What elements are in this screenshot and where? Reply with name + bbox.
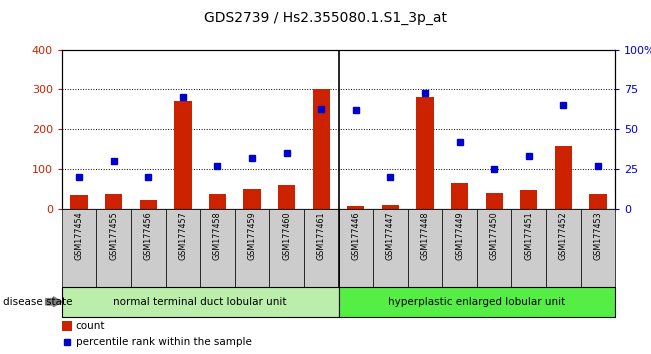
Bar	[278, 185, 296, 209]
Bar	[62, 287, 339, 317]
Bar	[140, 200, 157, 209]
Bar	[512, 209, 546, 287]
Text: disease state: disease state	[3, 297, 73, 307]
Text: GSM177447: GSM177447	[386, 211, 395, 260]
Bar	[339, 287, 615, 317]
Bar	[442, 209, 477, 287]
Bar	[477, 209, 512, 287]
Bar	[339, 209, 373, 287]
Bar	[62, 320, 72, 331]
Bar	[312, 89, 330, 209]
Bar	[174, 101, 191, 209]
Bar	[555, 146, 572, 209]
Bar	[381, 205, 399, 209]
Text: GSM177459: GSM177459	[247, 211, 256, 260]
Bar	[96, 209, 131, 287]
Bar	[62, 209, 96, 287]
Bar	[243, 189, 260, 209]
Bar	[451, 183, 468, 209]
Bar	[304, 209, 339, 287]
Text: GSM177452: GSM177452	[559, 211, 568, 260]
Bar	[546, 209, 581, 287]
Bar	[417, 97, 434, 209]
Bar	[105, 194, 122, 209]
Bar	[520, 190, 537, 209]
Bar	[486, 193, 503, 209]
Text: GSM177448: GSM177448	[421, 211, 430, 260]
Text: GSM177458: GSM177458	[213, 211, 222, 260]
Text: GSM177446: GSM177446	[352, 211, 360, 260]
Text: GDS2739 / Hs2.355080.1.S1_3p_at: GDS2739 / Hs2.355080.1.S1_3p_at	[204, 11, 447, 25]
Bar	[165, 209, 200, 287]
Bar	[408, 209, 442, 287]
Text: hyperplastic enlarged lobular unit: hyperplastic enlarged lobular unit	[388, 297, 566, 307]
Bar	[235, 209, 270, 287]
Text: GSM177450: GSM177450	[490, 211, 499, 260]
Text: GSM177449: GSM177449	[455, 211, 464, 260]
Text: count: count	[76, 321, 105, 331]
Text: GSM177460: GSM177460	[282, 211, 291, 260]
Bar	[373, 209, 408, 287]
Text: GSM177455: GSM177455	[109, 211, 118, 260]
Text: GSM177461: GSM177461	[317, 211, 326, 260]
Bar	[131, 209, 165, 287]
Text: GSM177457: GSM177457	[178, 211, 187, 260]
Text: GSM177453: GSM177453	[594, 211, 602, 260]
Text: GSM177454: GSM177454	[75, 211, 83, 260]
Bar	[270, 209, 304, 287]
Bar	[209, 194, 226, 209]
Bar	[581, 209, 615, 287]
Text: normal terminal duct lobular unit: normal terminal duct lobular unit	[113, 297, 287, 307]
Bar	[70, 195, 88, 209]
Bar	[200, 209, 235, 287]
Text: GSM177451: GSM177451	[524, 211, 533, 260]
Bar	[589, 194, 607, 209]
Text: GSM177456: GSM177456	[144, 211, 153, 260]
Bar	[347, 206, 365, 209]
Text: percentile rank within the sample: percentile rank within the sample	[76, 337, 251, 348]
